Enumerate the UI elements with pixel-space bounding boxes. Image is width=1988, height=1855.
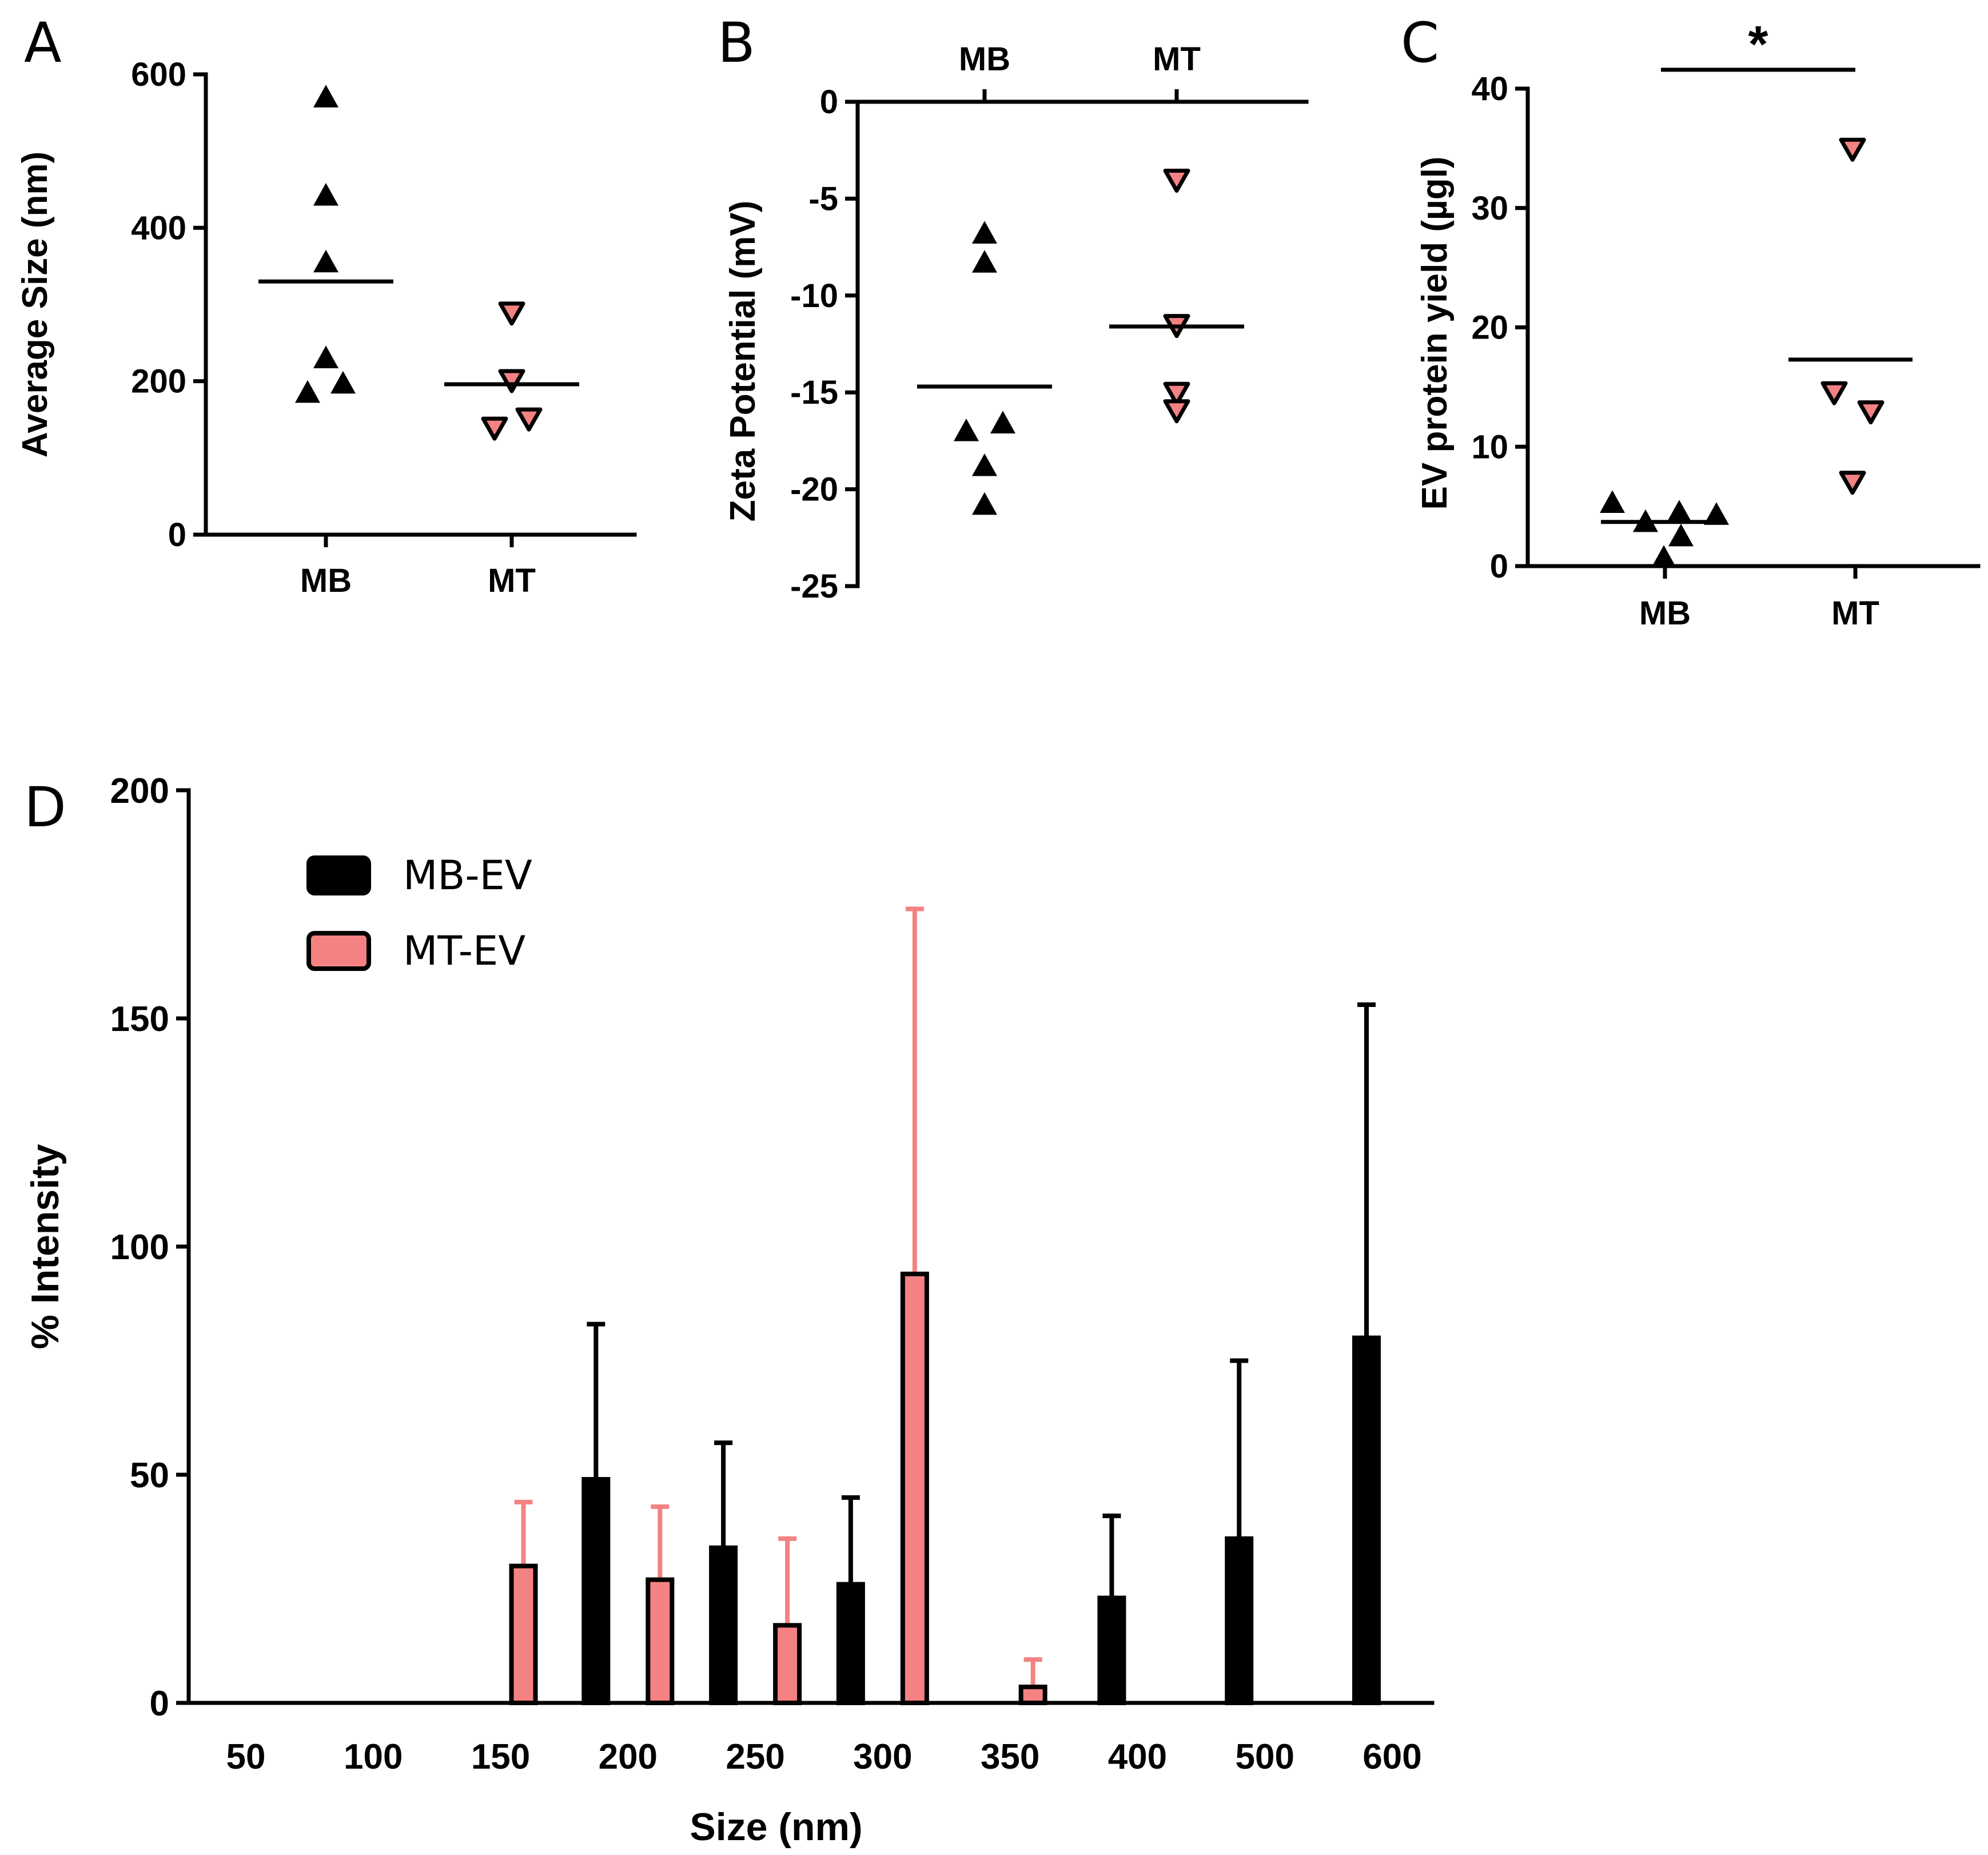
y-tick-label: -25 xyxy=(790,568,838,605)
chart-a-size: 0 200 400 600 MB MT Average Size (nm) xyxy=(15,56,637,599)
mt-ev-bar xyxy=(773,1623,802,1706)
x-tick-label: 50 xyxy=(226,1737,266,1777)
data-point-mb xyxy=(990,411,1015,434)
y-tick-label: 0 xyxy=(168,516,186,554)
x-tick-label: MB xyxy=(959,41,1010,78)
y-tick-label: 0 xyxy=(1490,548,1508,585)
panel-label-c: C xyxy=(1401,11,1439,75)
mt-ev-bar xyxy=(900,1271,929,1705)
mt-ev-bar xyxy=(509,1563,538,1706)
data-point-mt xyxy=(1839,471,1866,495)
data-point-mb xyxy=(972,453,997,476)
data-point-mb xyxy=(1667,500,1692,523)
mb-ev-bar xyxy=(1097,1595,1126,1705)
y-axis-title: Zeta Potential (mV) xyxy=(723,201,763,522)
mb-ev-bar xyxy=(581,1476,611,1705)
legend-swatch-mt-ev xyxy=(306,931,371,971)
y-tick-label: 40 xyxy=(1471,70,1508,108)
chart-c-protein-yield: 0 10 20 30 40 MB MT EV protein yield (µgl) * xyxy=(1415,16,1981,632)
data-point-mt xyxy=(481,416,508,441)
mb-ev-bar xyxy=(1225,1536,1254,1705)
data-point-mb xyxy=(1600,490,1625,513)
panel-label-a: A xyxy=(24,11,62,75)
y-tick-label: 600 xyxy=(131,56,186,93)
data-point-mb xyxy=(972,250,997,273)
x-axis-title: Size (nm) xyxy=(690,1805,862,1849)
x-tick-label: 150 xyxy=(471,1737,530,1777)
y-tick-label: 400 xyxy=(131,209,186,246)
data-point-mb xyxy=(313,85,338,108)
y-tick-label: 20 xyxy=(1471,309,1508,347)
mb-ev-bar xyxy=(709,1545,738,1705)
y-tick-label: -15 xyxy=(790,374,838,411)
y-tick-label: 200 xyxy=(131,363,186,400)
data-point-mt xyxy=(1857,400,1885,425)
y-axis-title: Average Size (nm) xyxy=(15,152,55,457)
y-tick-label: 30 xyxy=(1471,190,1508,227)
legend-label-mt-ev: MT-EV xyxy=(403,928,525,974)
x-tick-label: MT xyxy=(1831,595,1879,632)
mb-ev-bar xyxy=(1352,1335,1381,1706)
data-point-mb xyxy=(972,221,997,244)
data-point-mt xyxy=(1163,399,1190,424)
data-point-mb xyxy=(313,249,338,273)
y-tick-label: 0 xyxy=(150,1684,169,1723)
data-point-mt xyxy=(1163,381,1190,406)
data-point-mb xyxy=(313,345,338,369)
y-axis-title: EV protein yield (µgl) xyxy=(1415,157,1455,510)
y-tick-label: 10 xyxy=(1471,428,1508,465)
x-tick-label: MB xyxy=(1639,595,1691,632)
y-tick-label: -20 xyxy=(790,471,838,508)
data-point-mb xyxy=(1704,502,1729,525)
x-tick-label: 500 xyxy=(1235,1737,1294,1777)
y-tick-label: 200 xyxy=(110,771,169,811)
legend-swatch-mb-ev xyxy=(306,855,371,895)
chart-b-zeta: 0 -5 -10 -15 -20 -25 MB MT Zeta Potential (mV) xyxy=(723,41,1309,605)
x-tick-label: 100 xyxy=(344,1737,403,1777)
x-tick-label: 300 xyxy=(853,1737,912,1777)
y-tick-label: 150 xyxy=(110,1000,169,1039)
data-point-mb xyxy=(295,380,320,403)
x-tick-label: 250 xyxy=(726,1737,784,1777)
data-point-mt xyxy=(515,407,543,432)
data-point-mb xyxy=(1668,523,1694,547)
panel-label-d: D xyxy=(24,775,66,839)
data-point-mt xyxy=(1163,169,1190,193)
data-point-mb xyxy=(330,371,356,394)
y-tick-label: 0 xyxy=(820,83,838,121)
x-tick-label: MB xyxy=(300,562,352,599)
data-point-mb xyxy=(954,418,979,441)
chart-d-intensity: 0 50 100 150 200 50 100 150 200 250 300 350 400 500 60… xyxy=(23,771,1435,1849)
significance-star: * xyxy=(1748,16,1768,73)
data-point-mb xyxy=(1651,545,1676,568)
y-tick-label: 100 xyxy=(110,1228,169,1267)
legend-label-mb-ev: MB-EV xyxy=(403,852,532,899)
data-point-mt xyxy=(498,301,525,326)
y-axis-title: % Intensity xyxy=(23,1144,67,1349)
x-tick-label: 600 xyxy=(1362,1737,1421,1777)
x-tick-label: 400 xyxy=(1108,1737,1167,1777)
data-point-mt xyxy=(1820,381,1848,405)
data-point-mb xyxy=(313,182,338,206)
y-tick-label: -10 xyxy=(790,277,838,315)
data-point-mt xyxy=(498,369,525,393)
y-tick-label: 50 xyxy=(130,1456,169,1495)
legend: MB-EV MT-EV xyxy=(306,852,532,974)
mt-ev-bar xyxy=(1018,1685,1047,1706)
x-tick-label: MT xyxy=(1153,41,1201,78)
mb-ev-bar xyxy=(836,1582,865,1706)
x-tick-label: 200 xyxy=(599,1737,658,1777)
mt-ev-bar xyxy=(646,1577,675,1706)
panel-label-b: B xyxy=(718,11,755,75)
y-tick-label: -5 xyxy=(808,180,838,217)
x-tick-label: 350 xyxy=(981,1737,1039,1777)
data-point-mb xyxy=(972,492,997,515)
data-point-mt xyxy=(1839,137,1866,162)
x-tick-label: MT xyxy=(488,562,536,599)
